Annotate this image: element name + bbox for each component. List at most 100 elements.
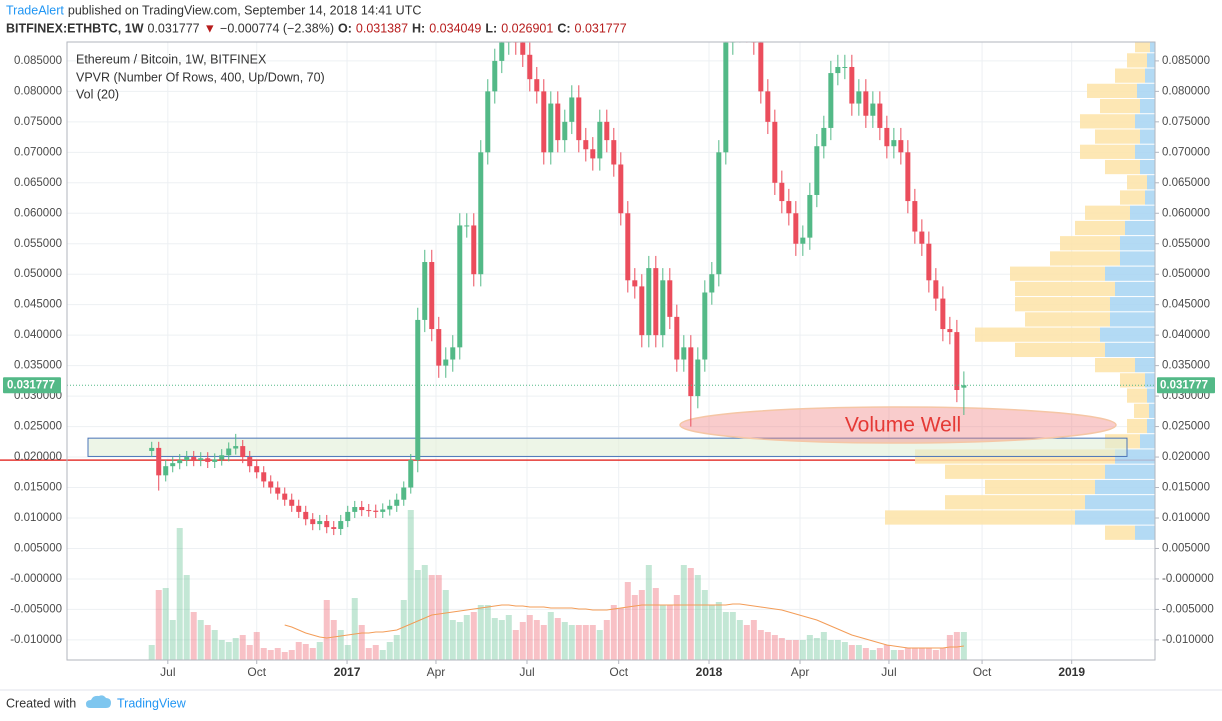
volume-bar [575, 625, 582, 660]
profile-down [1120, 190, 1145, 205]
volume-bar [351, 598, 358, 660]
volume-bar [309, 648, 316, 660]
candle-body [499, 42, 505, 61]
profile-down [1115, 68, 1145, 83]
overlay-layer: Volume Well [67, 384, 1155, 437]
y-tick-label: 0.075000 [1162, 116, 1210, 128]
volume-bar [645, 565, 652, 660]
candle-body [583, 140, 589, 150]
profile-down [885, 510, 1075, 525]
volume-bar [652, 588, 659, 660]
candle-body [345, 511, 351, 522]
volume-bar [386, 642, 393, 660]
volume-bar [372, 645, 379, 660]
volume-bar [442, 590, 449, 660]
volume-bar [953, 632, 960, 660]
y-tick-label: -0.005000 [10, 603, 62, 615]
candle-body [352, 507, 358, 512]
profile-down [1025, 312, 1110, 327]
profile-down [1127, 388, 1147, 403]
profile-up [1140, 159, 1155, 175]
volume-bar [862, 648, 869, 660]
candle-body [464, 225, 470, 227]
profile-down [1105, 525, 1135, 540]
x-tick-label: 2019 [1058, 665, 1085, 679]
header-text: 0.034049 [429, 21, 481, 35]
volume-bar [337, 630, 344, 660]
candle-body [625, 213, 631, 281]
footer-text: Created with [6, 696, 76, 710]
candle-body [779, 182, 785, 202]
y-tick-label: 0.035000 [1162, 360, 1210, 372]
candle-body [793, 213, 799, 244]
volume-bar [148, 645, 155, 660]
y-tick-label: 0.015000 [14, 482, 62, 494]
volume-bar [701, 590, 708, 660]
volume-bar [239, 635, 246, 660]
candle-body [548, 103, 554, 153]
volume-bar [225, 642, 232, 660]
volume-bar [519, 622, 526, 660]
profile-up [1149, 403, 1155, 418]
y-tick-label: 0.060000 [14, 207, 62, 219]
candle-body [912, 201, 918, 232]
candle-body [527, 54, 533, 80]
last-price-label: 0.031777 [1160, 379, 1208, 391]
candle-body [191, 457, 197, 461]
y-tick-label: 0.080000 [1162, 85, 1210, 97]
profile-down [1015, 342, 1105, 358]
volume-bar [330, 620, 337, 660]
candle-body [170, 463, 176, 467]
volume-bar [267, 650, 274, 660]
volume-bar [540, 625, 547, 660]
y-tick-label: 0.005000 [14, 542, 62, 554]
candle-body [240, 446, 246, 458]
candle-body [849, 66, 855, 104]
volume-bar [281, 652, 288, 660]
header-text: H: [412, 21, 425, 35]
volume-bar [596, 630, 603, 660]
profile-down [975, 327, 1100, 342]
volume-ma-line [284, 603, 964, 649]
header-text: −0.000774 (−2.38%) [220, 21, 334, 35]
candle-body [618, 164, 624, 214]
candle-body [387, 505, 393, 510]
header-text: O: [338, 21, 352, 35]
profile-down [1075, 220, 1125, 236]
candle-body [492, 60, 498, 92]
profile-up [1120, 251, 1155, 266]
candle-body [443, 359, 449, 366]
volume-bar [484, 605, 491, 660]
candle-body [268, 481, 274, 488]
candle-body [401, 487, 407, 500]
brand-logo [86, 695, 111, 708]
volume-bar [827, 640, 834, 660]
y-tick-label: 0.045000 [1162, 299, 1210, 311]
volume-bar [533, 620, 540, 660]
volume-bar [904, 648, 911, 660]
volume-bar [673, 595, 680, 660]
y-tick-label: 0.025000 [14, 421, 62, 433]
volume-bar [505, 615, 512, 660]
volume-bar [211, 630, 218, 660]
candle-body [632, 280, 638, 287]
y-tick-label: 0.010000 [1162, 512, 1210, 524]
profile-down [1015, 281, 1115, 297]
profile-up [1120, 236, 1155, 251]
volume-bar [498, 620, 505, 660]
candle-body [933, 280, 939, 299]
candle-body [947, 329, 953, 333]
profile-down [1105, 159, 1140, 175]
candle-body [415, 319, 421, 461]
candle-body [450, 347, 456, 360]
plot-layer [0, 42, 1155, 660]
candle-body [541, 91, 547, 153]
plot-border [66, 41, 1156, 661]
candle-body [471, 225, 477, 275]
volume-bar [295, 642, 302, 660]
candle-body [667, 280, 673, 317]
header-text: published on TradingView.com, September … [68, 3, 421, 17]
candle-body [723, 42, 729, 153]
candle-body [646, 268, 652, 336]
profile-down [1080, 144, 1135, 159]
